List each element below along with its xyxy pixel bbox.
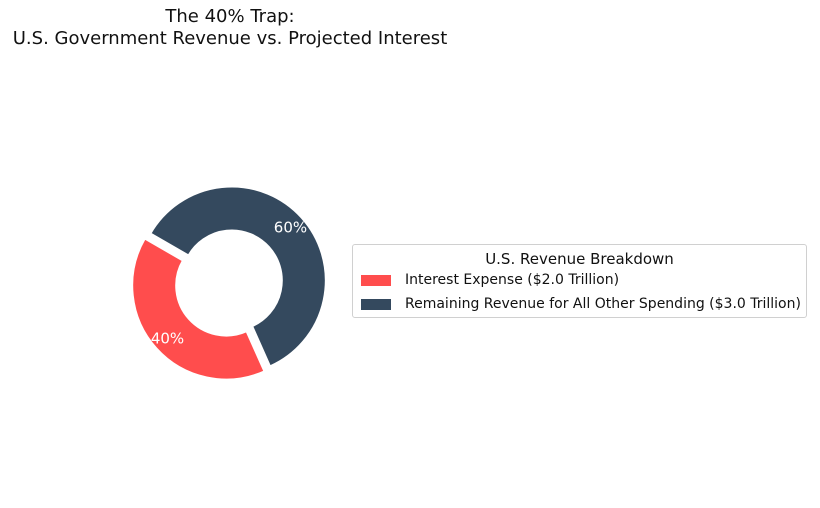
slice-label-remaining-revenue: 60% [274,219,307,237]
legend-item-interest-expense: Interest Expense ($2.0 Trillion) [361,268,806,292]
chart-title-line-1: The 40% Trap: [165,6,295,27]
chart-title-line-2: U.S. Government Revenue vs. Projected In… [12,28,448,49]
legend: U.S. Revenue Breakdown Interest Expense … [352,244,807,318]
donut-slice-interest-expense [131,237,266,381]
legend-title: U.S. Revenue Breakdown [485,250,674,268]
legend-item-remaining-revenue: Remaining Revenue for All Other Spending… [361,292,806,316]
slice-label-interest-expense: 40% [151,329,184,347]
legend-label-interest-expense: Interest Expense ($2.0 Trillion) [405,272,620,288]
chart-title: The 40% Trap: U.S. Government Revenue vs… [0,6,460,50]
legend-swatch-interest-expense [361,274,391,286]
legend-label-remaining-revenue: Remaining Revenue for All Other Spending… [405,296,801,312]
donut-slice-remaining-revenue [149,185,327,368]
legend-swatch-remaining-revenue [361,298,391,310]
